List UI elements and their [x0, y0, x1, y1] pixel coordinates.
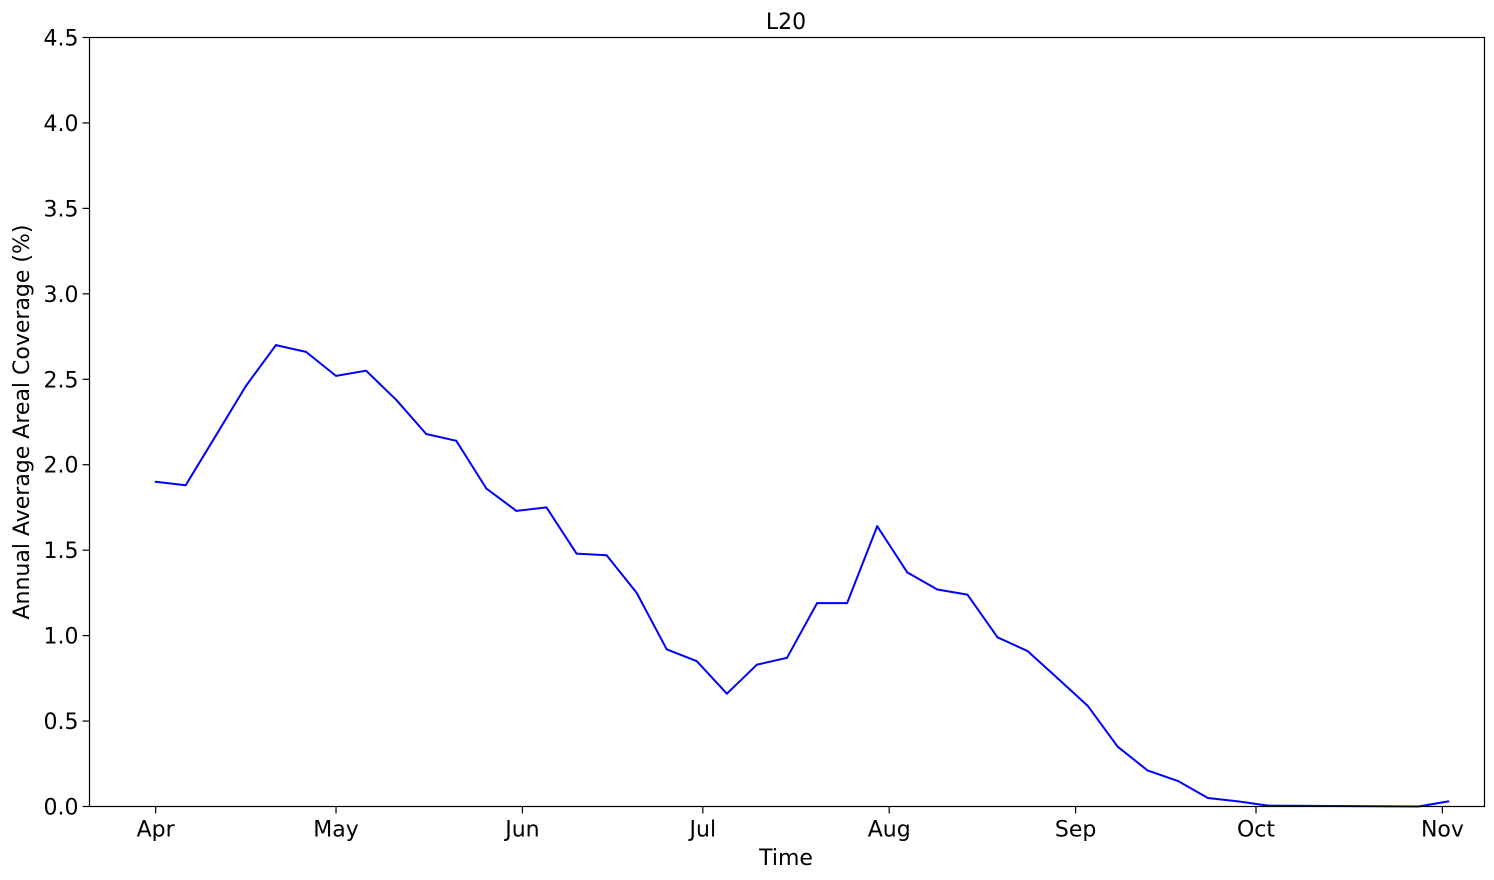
- x-tick-label: Jun: [503, 818, 539, 843]
- data-point: [876, 525, 879, 528]
- data-point: [515, 509, 518, 512]
- x-tick-label: May: [313, 818, 358, 843]
- data-point: [304, 350, 307, 353]
- y-tick-label: 0.5: [44, 710, 79, 735]
- data-point: [455, 439, 458, 442]
- y-tick-label: 0.0: [44, 796, 79, 821]
- x-axis-label: Time: [758, 846, 813, 871]
- data-point: [425, 432, 428, 435]
- x-tick-label: Sep: [1055, 818, 1096, 843]
- y-tick-label: 1.0: [44, 625, 79, 650]
- data-point: [966, 593, 969, 596]
- y-tick-label: 4.5: [44, 27, 79, 52]
- data-point: [1206, 796, 1209, 799]
- data-point: [635, 591, 638, 594]
- data-point: [1116, 745, 1119, 748]
- data-point: [906, 571, 909, 574]
- data-point: [214, 434, 217, 437]
- plot-frame: [88, 36, 1486, 808]
- data-point: [485, 487, 488, 490]
- x-tick-label: Nov: [1421, 818, 1464, 843]
- y-tick-label: 4.0: [44, 112, 79, 137]
- x-tick-label: Apr: [137, 818, 176, 843]
- y-tick-label: 1.5: [44, 539, 79, 564]
- data-point: [1176, 779, 1179, 782]
- data-point: [545, 506, 548, 509]
- chart-title: L20: [766, 10, 806, 35]
- data-point: [244, 385, 247, 388]
- data-point: [665, 648, 668, 651]
- data-point: [936, 588, 939, 591]
- data-point: [1056, 677, 1059, 680]
- y-axis-label: Annual Average Areal Coverage (%): [10, 224, 35, 619]
- data-point: [154, 480, 157, 483]
- data-point: [816, 602, 819, 605]
- data-point: [575, 552, 578, 555]
- data-point: [725, 692, 728, 695]
- data-point: [1236, 800, 1239, 803]
- y-tick-label: 3.5: [44, 197, 79, 222]
- data-point: [335, 374, 338, 377]
- series-line: [155, 344, 1449, 808]
- data-point: [1026, 649, 1029, 652]
- x-tick-label: Aug: [868, 818, 911, 843]
- data-point: [1146, 769, 1149, 772]
- data-point: [365, 369, 368, 372]
- data-point: [786, 656, 788, 659]
- x-tick-label: Oct: [1237, 818, 1275, 843]
- data-point: [1086, 704, 1089, 707]
- data-point: [274, 344, 277, 347]
- y-tick-label: 2.5: [44, 368, 79, 393]
- y-tick-label: 2.0: [44, 454, 79, 479]
- y-tick-label: 3.0: [44, 283, 79, 308]
- data-point: [395, 398, 398, 401]
- x-axis: Apr May Jun Jul Aug Sep Oct Nov: [137, 806, 1464, 843]
- data-point: [695, 660, 698, 663]
- data-point: [1447, 800, 1450, 803]
- data-point: [846, 602, 849, 605]
- data-point: [605, 554, 608, 557]
- plot-area: [154, 344, 1450, 808]
- data-point: [184, 484, 187, 487]
- y-axis: 0.0 0.5 1.0 1.5 2.0 2.5 3.0 3.5 4.0 4.5: [44, 27, 90, 821]
- data-point: [996, 636, 999, 639]
- data-point: [755, 663, 758, 666]
- x-tick-label: Jul: [688, 818, 717, 843]
